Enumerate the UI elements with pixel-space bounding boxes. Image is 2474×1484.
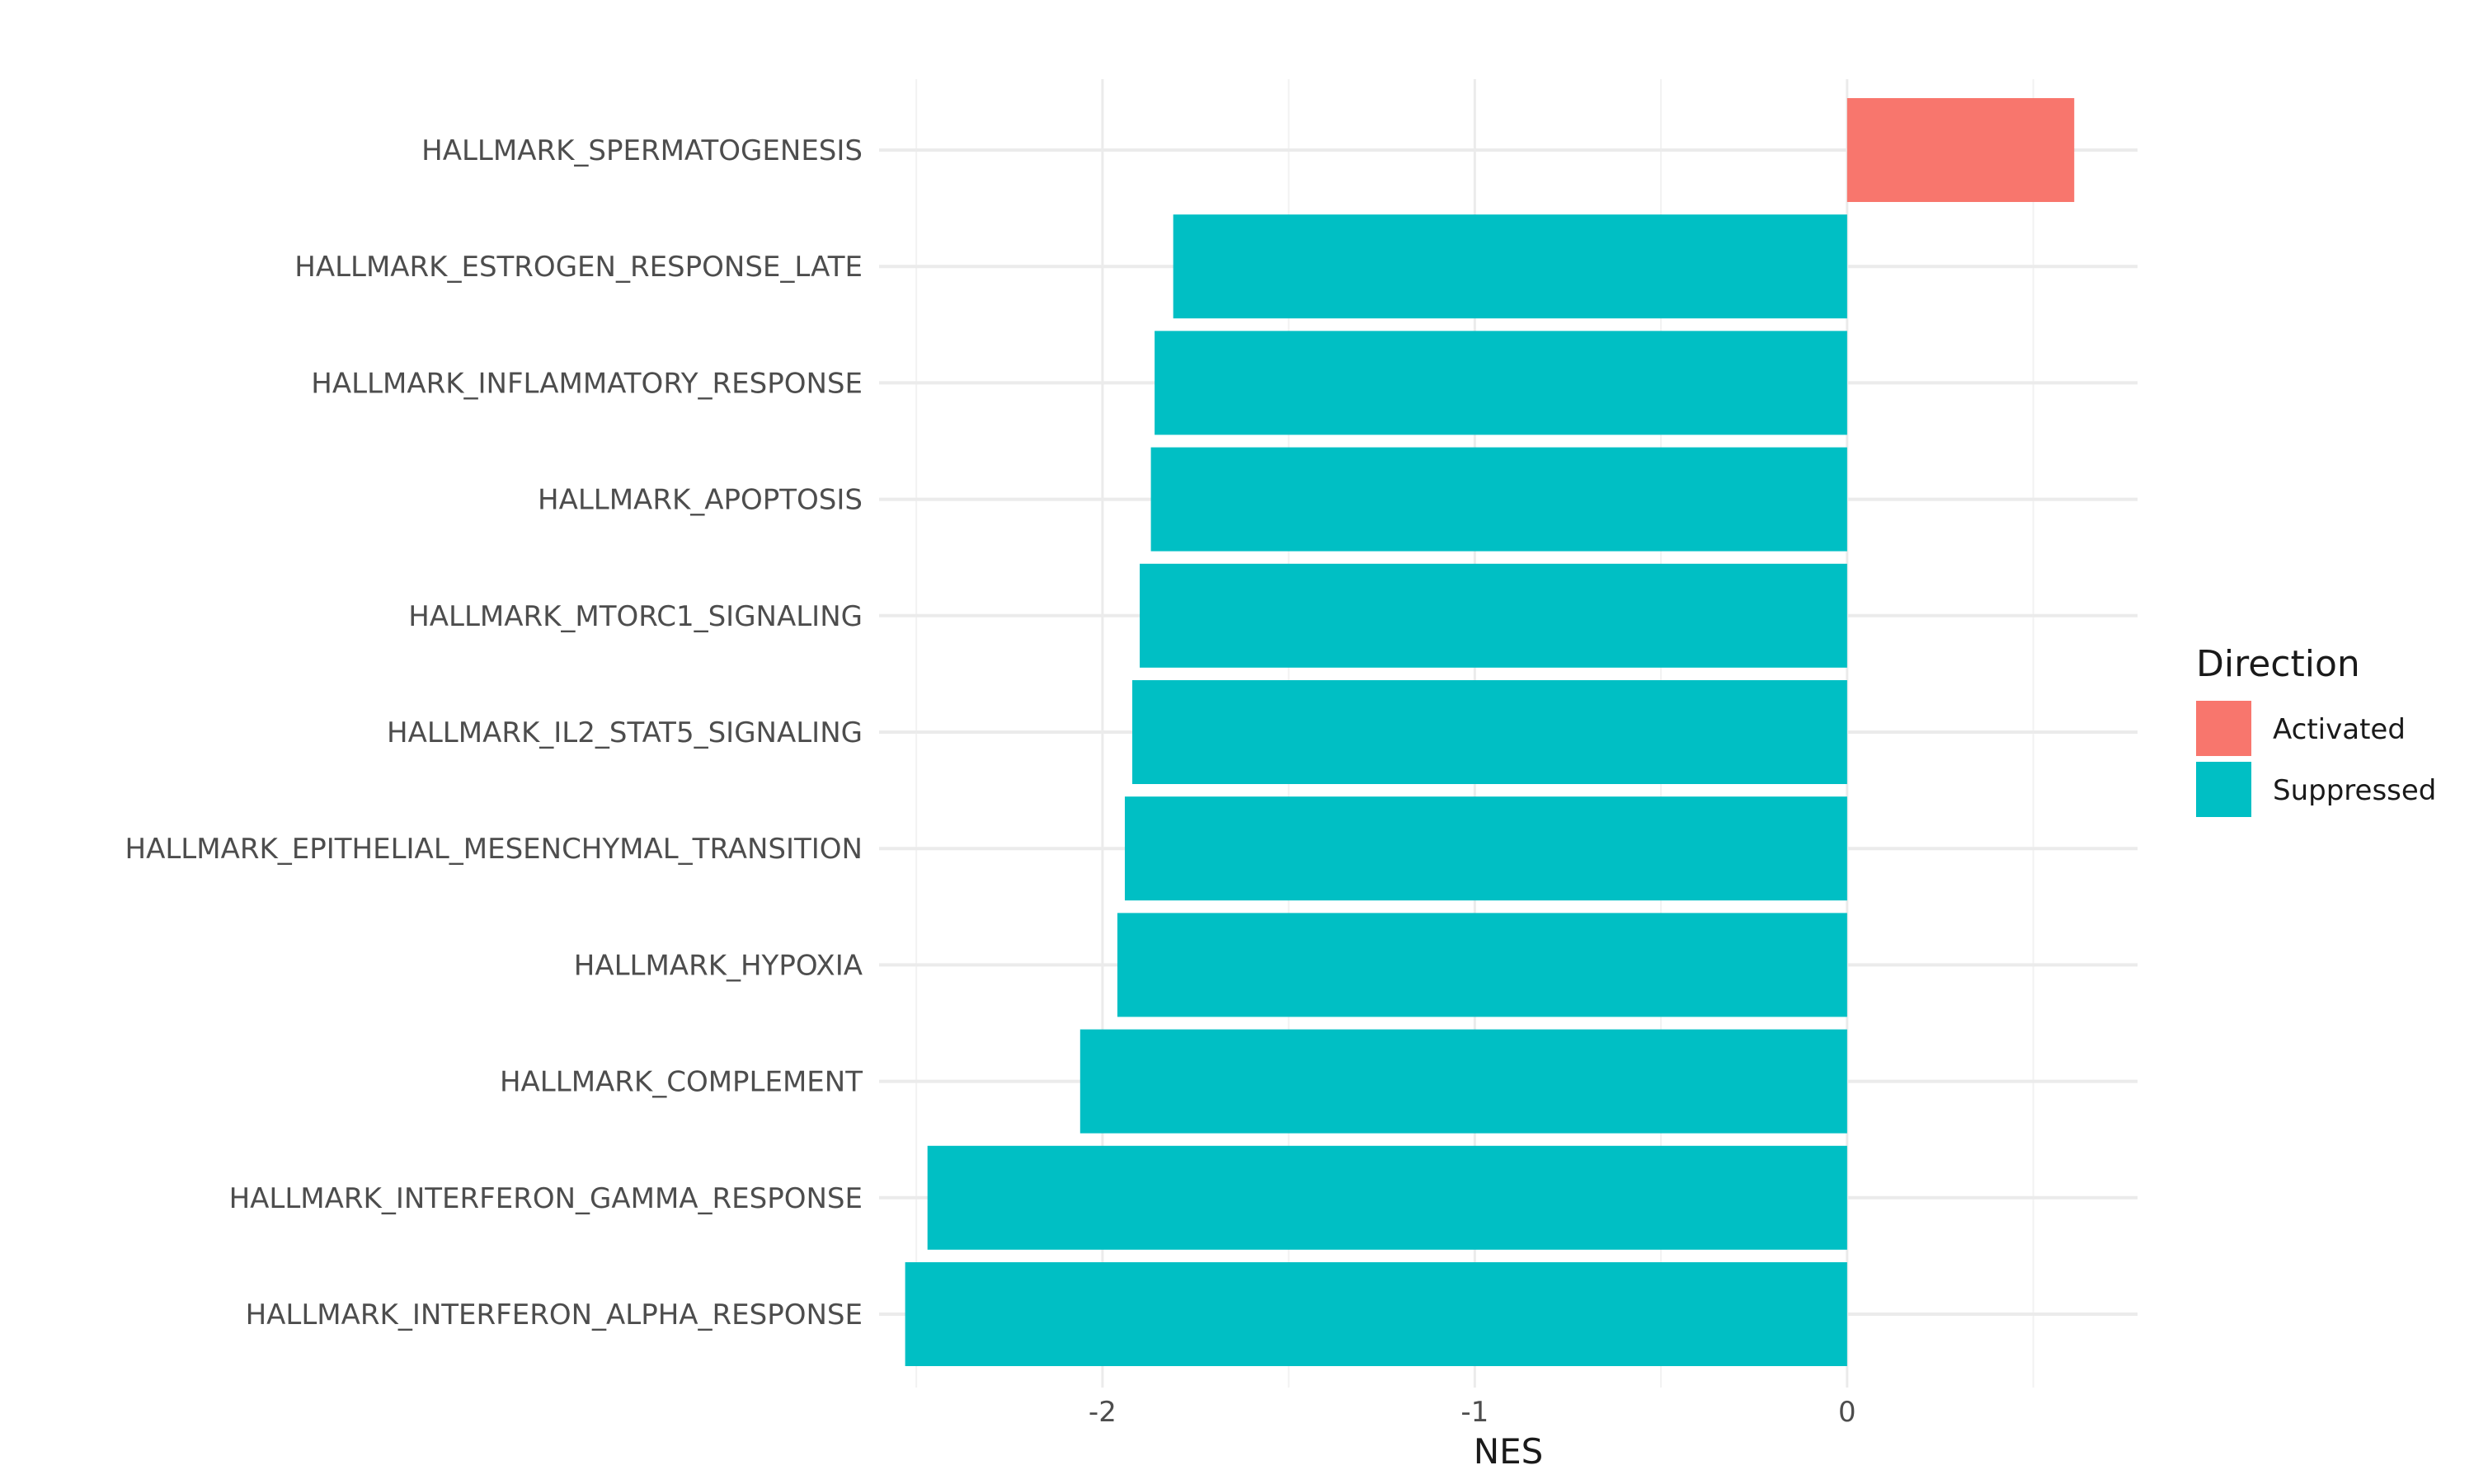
y-tick-label: HALLMARK_EPITHELIAL_MESENCHYMAL_TRANSITI… — [125, 833, 863, 866]
bar-hallmark-interferon-alpha-response — [905, 1262, 1847, 1366]
y-tick-label: HALLMARK_COMPLEMENT — [500, 1066, 863, 1099]
bar-hallmark-spermatogenesis — [1846, 98, 2075, 202]
y-tick-label: HALLMARK_INTERFERON_GAMMA_RESPONSE — [229, 1182, 863, 1215]
y-tick-label: HALLMARK_ESTROGEN_RESPONSE_LATE — [294, 251, 863, 284]
y-tick-label: HALLMARK_INFLAMMATORY_RESPONSE — [311, 367, 863, 400]
legend-label-activated: Activated — [2273, 713, 2406, 746]
x-tick-label: 0 — [1838, 1396, 1856, 1429]
legend-entries: Activated Suppressed — [2196, 701, 2436, 817]
x-axis-title: NES — [1474, 1431, 1544, 1472]
legend-label-suppressed: Suppressed — [2273, 774, 2436, 807]
bar-hallmark-interferon-gamma-response — [927, 1145, 1847, 1250]
bars-layer — [905, 98, 2075, 1366]
bar-hallmark-apoptosis — [1150, 447, 1847, 552]
bar-hallmark-estrogen-response-late — [1173, 214, 1847, 319]
x-tick-label: -2 — [1089, 1396, 1117, 1429]
y-tick-label: HALLMARK_APOPTOSIS — [538, 484, 863, 517]
bar-hallmark-hypoxia — [1117, 913, 1847, 1017]
legend-swatch-suppressed — [2196, 762, 2251, 817]
legend: Direction Activated Suppressed — [2196, 643, 2436, 817]
legend-title: Direction — [2196, 643, 2360, 685]
bar-hallmark-epithelial-mesenchymal-transition — [1124, 796, 1847, 901]
x-tick-label: -1 — [1460, 1396, 1489, 1429]
y-tick-label: HALLMARK_MTORC1_SIGNALING — [408, 600, 863, 633]
y-tick-label: HALLMARK_SPERMATOGENESIS — [421, 134, 863, 167]
y-tick-label: HALLMARK_IL2_STAT5_SIGNALING — [387, 716, 863, 749]
y-axis-labels: HALLMARK_SPERMATOGENESIS HALLMARK_ESTROGE… — [125, 134, 863, 1331]
legend-swatch-activated — [2196, 701, 2251, 756]
bar-hallmark-il2-stat5-signaling — [1132, 680, 1847, 784]
y-tick-label: HALLMARK_INTERFERON_ALPHA_RESPONSE — [246, 1298, 863, 1331]
bar-hallmark-inflammatory-response — [1155, 331, 1847, 435]
x-axis-ticks: -2 -1 0 — [1089, 1396, 1856, 1429]
y-tick-label: HALLMARK_HYPOXIA — [574, 949, 863, 982]
bar-hallmark-mtorc1-signaling — [1140, 563, 1847, 668]
bar-hallmark-complement — [1079, 1029, 1847, 1134]
